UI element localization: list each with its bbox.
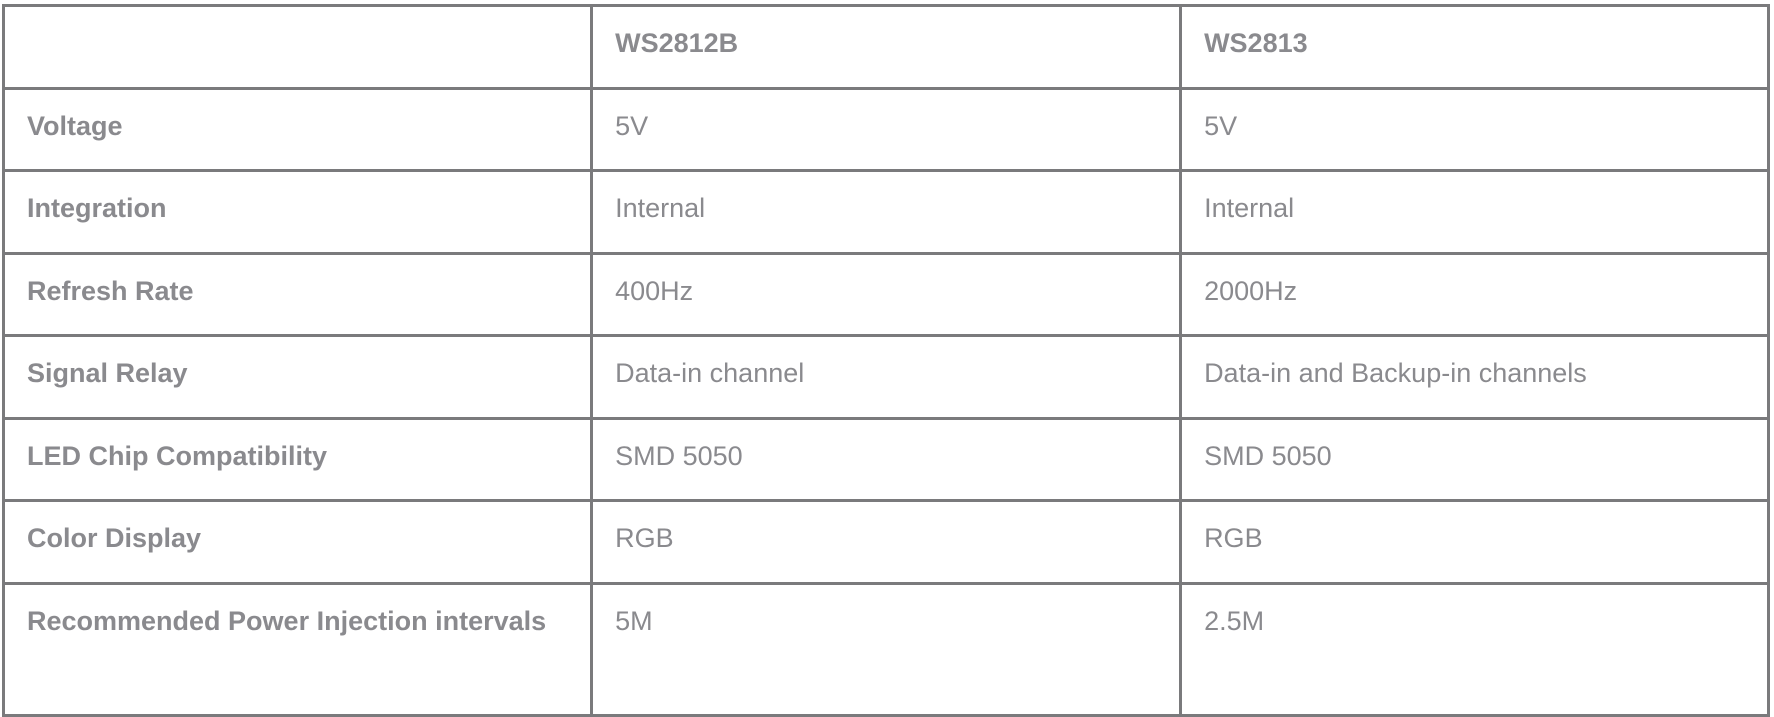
header-empty <box>1 4 594 90</box>
table-row: Color Display RGB RGB <box>1 499 1770 585</box>
cell-ws2812b: Data-in channel <box>590 334 1183 420</box>
row-label: Voltage <box>1 86 594 172</box>
table-row: Recommended Power Injection intervals 5M… <box>1 581 1770 717</box>
comparison-table: WS2812B WS2813 Voltage 5V 5V Integration… <box>1 4 1770 717</box>
row-label: Integration <box>1 169 594 255</box>
cell-ws2812b: Internal <box>590 169 1183 255</box>
row-label: Signal Relay <box>1 334 594 420</box>
row-label: Recommended Power Injection intervals <box>1 581 594 717</box>
header-ws2812b: WS2812B <box>590 4 1183 90</box>
row-label: LED Chip Compatibility <box>1 416 594 502</box>
table-row: LED Chip Compatibility SMD 5050 SMD 5050 <box>1 416 1770 502</box>
cell-ws2812b: 400Hz <box>590 251 1183 337</box>
cell-ws2812b: 5M <box>590 581 1183 717</box>
header-ws2813: WS2813 <box>1179 4 1770 90</box>
table-row: Refresh Rate 400Hz 2000Hz <box>1 251 1770 337</box>
cell-ws2813: 2.5M <box>1179 581 1770 717</box>
table-row: Integration Internal Internal <box>1 169 1770 255</box>
row-label: Color Display <box>1 499 594 585</box>
cell-ws2812b: RGB <box>590 499 1183 585</box>
table-row: Signal Relay Data-in channel Data-in and… <box>1 334 1770 420</box>
cell-ws2813: Data-in and Backup-in channels <box>1179 334 1770 420</box>
row-label: Refresh Rate <box>1 251 594 337</box>
cell-ws2813: 5V <box>1179 86 1770 172</box>
header-row: WS2812B WS2813 <box>1 4 1770 90</box>
table-row: Voltage 5V 5V <box>1 86 1770 172</box>
cell-ws2813: RGB <box>1179 499 1770 585</box>
cell-ws2813: 2000Hz <box>1179 251 1770 337</box>
cell-ws2813: Internal <box>1179 169 1770 255</box>
cell-ws2813: SMD 5050 <box>1179 416 1770 502</box>
cell-ws2812b: 5V <box>590 86 1183 172</box>
cell-ws2812b: SMD 5050 <box>590 416 1183 502</box>
